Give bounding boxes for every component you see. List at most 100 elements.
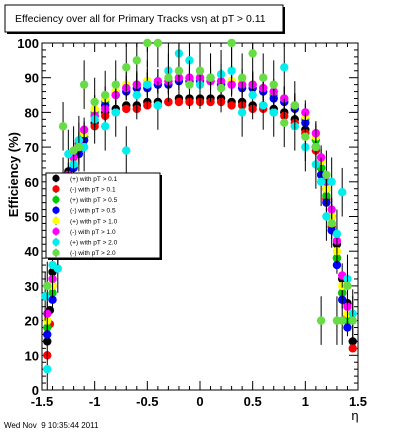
data-point	[327, 177, 336, 186]
data-point	[338, 316, 347, 325]
y-axis-label: Efficiency (%)	[6, 132, 21, 217]
legend: (+) with pT > 0.1 (-) with pT > 0.1 (+) wi…	[45, 172, 162, 260]
data-point	[101, 90, 110, 100]
data-point	[53, 264, 62, 273]
data-point	[40, 292, 50, 301]
data-point	[248, 49, 257, 58]
legend-marker	[52, 227, 60, 236]
x-tick-labels: -1.5 -1 -0.5 0 0.5 1 1.5	[31, 394, 367, 409]
data-point	[185, 80, 194, 89]
y-tick-label: 90	[25, 71, 39, 86]
data-point	[206, 97, 215, 107]
data-point	[259, 101, 268, 110]
data-point	[216, 83, 226, 93]
y-tick-label: 60	[25, 175, 39, 190]
x-tick-label: 1.5	[349, 394, 367, 409]
data-point	[164, 73, 173, 82]
data-point	[74, 142, 84, 152]
data-point	[269, 80, 278, 89]
x-tick-label: 0	[196, 394, 203, 409]
data-point	[153, 38, 163, 48]
chart-title: Effeciency over all for Primary Tracks v…	[15, 13, 266, 25]
legend-label: (-) with pT > 2.0	[70, 250, 116, 257]
legend-label: (+) with pT > 0.5	[70, 197, 118, 204]
data-point	[322, 212, 331, 221]
legend-marker	[52, 249, 60, 257]
data-point	[259, 73, 268, 82]
y-tick-label: 0	[32, 383, 39, 398]
data-point	[122, 63, 131, 72]
y-tick-label: 20	[25, 314, 39, 329]
legend-label: (+) with pT > 1.0	[70, 218, 118, 225]
data-point	[343, 281, 352, 291]
legend-marker	[52, 206, 60, 214]
x-axis-label: η	[351, 408, 358, 423]
data-point	[111, 108, 120, 117]
data-point	[316, 177, 326, 186]
data-point	[79, 80, 89, 89]
y-tick-label: 100	[17, 36, 39, 51]
data-point	[248, 90, 257, 100]
data-point	[327, 219, 336, 228]
data-point	[237, 108, 247, 117]
data-point	[280, 63, 289, 72]
data-point	[301, 132, 310, 141]
data-point	[43, 364, 52, 374]
legend-label: (-) with pT > 0.1	[70, 186, 116, 193]
data-point	[48, 295, 57, 304]
data-point	[227, 38, 236, 48]
data-point	[90, 97, 99, 107]
x-tick-label: -1	[89, 394, 101, 409]
data-point	[195, 66, 205, 75]
data-point	[348, 316, 357, 325]
legend-label: (+) with pT > 0.1	[70, 176, 118, 183]
x-tick-label: -1.5	[31, 394, 53, 409]
data-point	[269, 108, 278, 117]
y-tick-label: 30	[25, 279, 39, 294]
legend-label: (+) with pT > 2.0	[70, 240, 118, 247]
legend-label: (-) with pT > 0.5	[70, 208, 116, 215]
data-point	[332, 229, 342, 239]
y-tick-label: 70	[25, 140, 39, 155]
data-point	[101, 122, 110, 131]
data-point	[164, 97, 173, 107]
data-point	[58, 122, 68, 131]
y-tick-label: 50	[25, 210, 39, 225]
x-tick-label: -0.5	[136, 394, 158, 409]
data-point	[111, 80, 120, 89]
data-point	[122, 146, 131, 155]
data-point	[132, 90, 141, 100]
data-point	[343, 323, 352, 332]
legend-marker	[52, 185, 60, 193]
x-tick-label: 0.5	[244, 394, 262, 409]
data-point	[311, 142, 321, 152]
data-point	[43, 281, 52, 291]
series-8	[43, 38, 357, 345]
y-tick-labels: 0 10 20 30 40 50 60 70 80 90 100	[17, 36, 39, 398]
timestamp: Wed Nov 9 10:35:44 2011	[4, 421, 99, 430]
data-point	[332, 260, 342, 270]
data-point	[174, 97, 184, 107]
data-point	[348, 344, 357, 353]
chart-title-shadow	[283, 7, 285, 34]
data-point	[153, 101, 163, 110]
data-point	[237, 73, 247, 82]
data-point	[280, 118, 289, 128]
legend-marker	[52, 195, 60, 204]
data-point	[227, 66, 236, 75]
legend-label: (-) with pT > 1.0	[70, 229, 116, 236]
chart-title-box: Effeciency over all for Primary Tracks v…	[4, 4, 285, 34]
x-tick-label: 1	[302, 394, 309, 409]
legend-marker	[52, 217, 60, 225]
data-point	[43, 309, 52, 318]
y-tick-label: 80	[25, 105, 39, 120]
legend-box	[45, 172, 161, 259]
data-point	[143, 38, 152, 48]
data-point	[206, 73, 215, 82]
data-point	[174, 66, 184, 75]
data-point	[143, 80, 152, 89]
legend-marker	[52, 238, 60, 246]
data-point	[322, 170, 331, 180]
chart-title-shadow-bottom	[7, 32, 285, 34]
